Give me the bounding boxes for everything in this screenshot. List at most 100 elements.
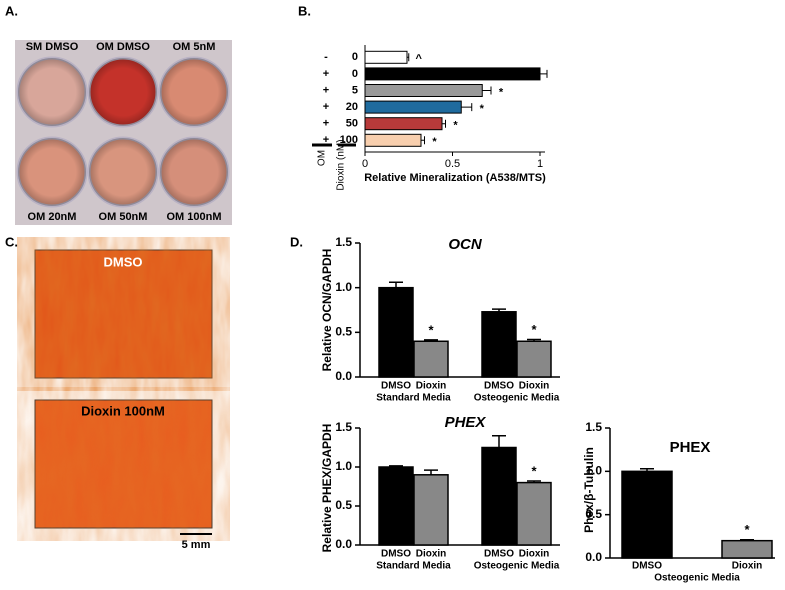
y-tick-label: 1.0 xyxy=(335,459,352,473)
panel-label: D. xyxy=(290,234,303,249)
row-label: 0 xyxy=(352,68,358,80)
error-bar xyxy=(389,465,403,467)
row-header: Dioxin (nM) xyxy=(336,139,347,190)
bar xyxy=(378,466,414,546)
row-label: 0 xyxy=(352,51,358,63)
annotation: * xyxy=(428,322,434,337)
micrograph-texture xyxy=(35,400,212,528)
row-sign: - xyxy=(324,51,328,63)
y-axis-title: Relative PHEX/GAPDH xyxy=(320,424,334,553)
chart-title: OCN xyxy=(448,236,483,253)
bar xyxy=(364,50,408,64)
error-bar xyxy=(421,136,425,145)
well-shade xyxy=(89,138,157,206)
group-label: Osteogenic Media xyxy=(474,393,560,404)
annotation: * xyxy=(499,86,504,98)
bar xyxy=(516,481,552,546)
error-bar xyxy=(482,86,492,95)
well-shade xyxy=(18,138,86,206)
bar xyxy=(378,286,414,378)
well-label: OM 100nM xyxy=(166,211,221,223)
panel-label: B. xyxy=(298,3,311,18)
y-axis-title: Phex/β-Tubulin xyxy=(582,447,596,533)
error-bar xyxy=(424,339,438,342)
error-bar xyxy=(461,103,473,112)
bar xyxy=(413,340,449,378)
well-label: OM 50nM xyxy=(99,211,148,223)
row-label: 50 xyxy=(346,118,358,130)
micrograph-label: DMSO xyxy=(104,254,143,269)
well-shade xyxy=(18,58,86,126)
x-tick-label: DMSO xyxy=(381,381,411,392)
group-label: Osteogenic Media xyxy=(474,561,560,572)
annotation: * xyxy=(531,322,537,337)
row-header: OM xyxy=(317,150,328,166)
x-axis-title: Relative Mineralization (A538/MTS) xyxy=(364,172,546,184)
bar xyxy=(481,311,517,378)
error-bar xyxy=(424,469,438,475)
x-tick-label: Dioxin xyxy=(416,549,447,560)
x-tick-label: DMSO xyxy=(484,549,514,560)
well-label: SM DMSO xyxy=(26,41,79,53)
bar xyxy=(516,340,552,378)
annotation: * xyxy=(744,522,750,537)
panel-label: C. xyxy=(5,234,18,249)
well-label: OM 5nM xyxy=(173,41,216,53)
panel-label: A. xyxy=(5,3,18,18)
micrographs: DMSO Dioxin 100nM 5 mm xyxy=(34,249,213,551)
error-bar xyxy=(492,308,506,312)
error-bar xyxy=(442,119,446,128)
bar xyxy=(481,446,517,546)
error-bar xyxy=(389,281,403,288)
x-tick-label: Dioxin xyxy=(416,381,447,392)
well-shade xyxy=(160,138,228,206)
micrograph-texture xyxy=(35,250,212,378)
error-bar xyxy=(640,467,654,472)
micrograph-label: Dioxin 100nM xyxy=(81,403,165,418)
x-tick-label: DMSO xyxy=(484,381,514,392)
bar xyxy=(364,84,483,97)
bar xyxy=(364,117,443,131)
chart-title: PHEX xyxy=(445,414,487,431)
bar xyxy=(621,470,673,559)
error-bar xyxy=(540,69,548,78)
y-tick-label: 0.5 xyxy=(585,507,602,521)
row-sign: + xyxy=(323,68,329,80)
x-tick-label: 1 xyxy=(537,158,543,170)
x-tick-label: Dioxin xyxy=(519,549,550,560)
y-tick-label: 0.5 xyxy=(335,325,352,339)
error-bar xyxy=(527,338,541,342)
bar xyxy=(364,67,541,81)
y-axis-title: Relative OCN/GAPDH xyxy=(320,249,334,372)
x-tick-label: DMSO xyxy=(632,561,662,572)
group-label: Osteogenic Media xyxy=(654,573,740,584)
error-bar xyxy=(527,480,541,483)
row-sign: + xyxy=(323,84,329,96)
y-tick-label: 0.0 xyxy=(335,537,352,551)
x-tick-label: Dioxin xyxy=(732,561,763,572)
y-tick-label: 0.5 xyxy=(335,498,352,512)
x-tick-label: DMSO xyxy=(381,549,411,560)
y-tick-label: 1.0 xyxy=(335,280,352,294)
y-tick-label: 1.5 xyxy=(335,420,352,434)
annotation: * xyxy=(531,463,537,478)
row-sign: + xyxy=(323,118,329,130)
group-label: Standard Media xyxy=(376,561,451,572)
well-label: OM DMSO xyxy=(96,41,150,53)
scale-bar-label: 5 mm xyxy=(182,539,211,551)
row-sign: + xyxy=(323,134,329,146)
x-tick-label: 0 xyxy=(362,158,368,170)
row-label: 100 xyxy=(340,134,358,146)
y-tick-label: 1.0 xyxy=(585,464,602,478)
error-bar xyxy=(492,435,506,448)
bar xyxy=(364,133,422,147)
row-label: 20 xyxy=(346,101,358,113)
row-sign: + xyxy=(323,101,329,113)
error-bar xyxy=(407,53,410,62)
well-label: OM 20nM xyxy=(28,211,77,223)
y-tick-label: 0.0 xyxy=(335,369,352,383)
y-tick-label: 1.5 xyxy=(585,420,602,434)
well-shade xyxy=(160,58,228,126)
well-shade xyxy=(89,58,157,126)
